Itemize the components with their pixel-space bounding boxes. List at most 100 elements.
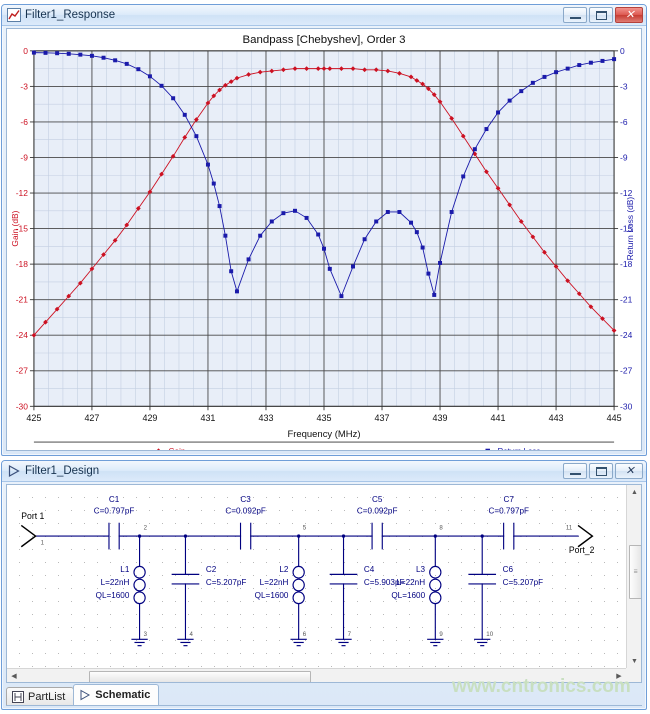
junction-dots: [137, 534, 484, 538]
coil-l3: [429, 565, 442, 605]
minimize-button[interactable]: [563, 7, 587, 23]
svg-text:-6: -6: [20, 117, 28, 127]
close-button-2[interactable]: ✕: [615, 463, 643, 479]
left-axis-label: Gain (dB): [10, 210, 20, 246]
label-c3-value: C=0.092pF: [225, 506, 266, 516]
scroll-down-icon[interactable]: ▼: [627, 654, 641, 668]
horizontal-scrollbar[interactable]: ◀ ▶: [7, 668, 626, 682]
svg-text:-9: -9: [20, 152, 28, 162]
label-c1-value: C=0.797pF: [94, 506, 135, 516]
label-l3-ref: L3: [416, 564, 425, 574]
node-3: 3: [144, 631, 148, 638]
tab-partlist-label: PartList: [28, 690, 66, 703]
coil-l1: [133, 565, 146, 605]
svg-text:439: 439: [433, 413, 448, 423]
cap-c7: [497, 522, 522, 550]
node-1: 1: [41, 539, 45, 546]
schematic-canvas[interactable]: Port 1 Port_2 C1 C=0.797pF C3 C=0.092pF …: [7, 485, 626, 668]
node-11: 11: [566, 525, 573, 532]
tab-schematic[interactable]: Schematic: [73, 684, 160, 705]
label-l3-q: QL=1600: [391, 590, 425, 600]
minimize-button-2[interactable]: [563, 463, 587, 479]
maximize-button[interactable]: [589, 7, 613, 23]
plot-area[interactable]: Bandpass [Chebyshev], Order 3 425 427 429 4…: [6, 28, 642, 451]
response-title: Filter1_Response: [25, 9, 116, 21]
label-c7-value: C=0.797pF: [488, 506, 529, 516]
svg-text:-9: -9: [620, 152, 628, 162]
svg-text:Gain: Gain: [168, 447, 185, 450]
label-c2-ref: C2: [206, 564, 217, 574]
label-c5-ref: C5: [372, 494, 383, 504]
svg-text:443: 443: [549, 413, 564, 423]
label-l2-q: QL=1600: [255, 590, 289, 600]
svg-text:-24: -24: [16, 330, 29, 340]
design-window-controls: ✕: [563, 463, 643, 479]
view-tabs: PartList Schematic: [6, 684, 642, 706]
schematic-tab-icon: [80, 689, 91, 701]
node-4: 4: [190, 631, 194, 638]
svg-text:-12: -12: [620, 188, 633, 198]
cap-c4: [329, 535, 358, 640]
cap-c1: [103, 522, 127, 550]
label-c4-value: C=5.903pF: [364, 577, 405, 587]
svg-text:-21: -21: [16, 295, 29, 305]
cap-c2: [171, 535, 200, 640]
svg-text:427: 427: [84, 413, 99, 423]
chart-series-layer: [31, 50, 617, 338]
svg-text:-3: -3: [620, 81, 628, 91]
design-title-bar[interactable]: Filter1_Design ✕: [2, 461, 646, 482]
node-9: 9: [439, 631, 443, 638]
svg-text:-30: -30: [16, 401, 29, 411]
scroll-left-icon[interactable]: ◀: [7, 669, 21, 682]
scroll-grip-icon: ≡: [633, 568, 638, 576]
close-button[interactable]: ✕: [615, 7, 643, 23]
vertical-scrollbar[interactable]: ▲ ≡ ▼: [626, 485, 641, 668]
design-window: Filter1_Design ✕: [1, 460, 647, 710]
label-l2-ref: L2: [279, 564, 288, 574]
chart-legend[interactable]: Gain Return Loss: [153, 447, 541, 450]
design-title: Filter1_Design: [25, 465, 100, 477]
left-axis-ticks: 0 -3 -6 -9 -12 -15 -18 -21 -24 -27 -30: [16, 46, 34, 411]
response-title-bar[interactable]: Filter1_Response ✕: [2, 5, 646, 26]
node-5: 5: [303, 525, 307, 532]
node-numbers: 1 2 3 4 5 6 7 8 9 10 11: [41, 525, 573, 639]
svg-text:-6: -6: [620, 117, 628, 127]
label-c6-ref: C6: [503, 564, 514, 574]
right-axis-ticks: 0 -3 -6 -9 -12 -15 -18 -21 -24 -27 -30: [614, 46, 633, 411]
svg-text:441: 441: [491, 413, 506, 423]
watermark: www.cntronics.com: [452, 676, 631, 697]
svg-text:435: 435: [317, 413, 332, 423]
label-l2-value: L=22nH: [260, 577, 289, 587]
scroll-right-icon[interactable]: ▶: [612, 669, 626, 682]
label-l1-ref: L1: [120, 564, 129, 574]
label-c1-ref: C1: [109, 494, 120, 504]
svg-text:429: 429: [142, 413, 157, 423]
svg-text:0: 0: [620, 46, 625, 56]
maximize-button-2[interactable]: [589, 463, 613, 479]
svg-text:-30: -30: [620, 401, 633, 411]
svg-text:425: 425: [26, 413, 41, 423]
tab-partlist[interactable]: PartList: [6, 687, 75, 705]
svg-text:Return Loss: Return Loss: [497, 447, 540, 450]
svg-text:-3: -3: [20, 81, 28, 91]
svg-text:-27: -27: [16, 366, 29, 376]
partlist-icon: [12, 690, 24, 703]
vertical-scroll-thumb[interactable]: ≡: [629, 545, 641, 599]
svg-text:-24: -24: [620, 330, 633, 340]
node-10: 10: [486, 631, 493, 638]
svg-text:0: 0: [23, 46, 28, 56]
x-axis-ticks: 425 427 429 431 433 435 437 439 441 443 445: [26, 406, 622, 423]
scroll-up-icon[interactable]: ▲: [627, 485, 641, 499]
chart-icon: [7, 8, 21, 22]
coil-l2: [292, 565, 305, 605]
schematic-drawing[interactable]: Port 1 Port_2 C1 C=0.797pF C3 C=0.092pF …: [7, 485, 626, 668]
horizontal-scroll-thumb[interactable]: [89, 671, 311, 682]
label-c7-ref: C7: [504, 494, 515, 504]
port1-label: Port 1: [21, 511, 44, 521]
label-c3-ref: C3: [240, 494, 251, 504]
scrollbar-corner: [626, 668, 641, 682]
response-window-controls: ✕: [563, 7, 643, 23]
response-chart[interactable]: Bandpass [Chebyshev], Order 3 425 427 429 4…: [7, 29, 641, 450]
svg-text:445: 445: [607, 413, 622, 423]
close-icon: ✕: [625, 9, 635, 21]
